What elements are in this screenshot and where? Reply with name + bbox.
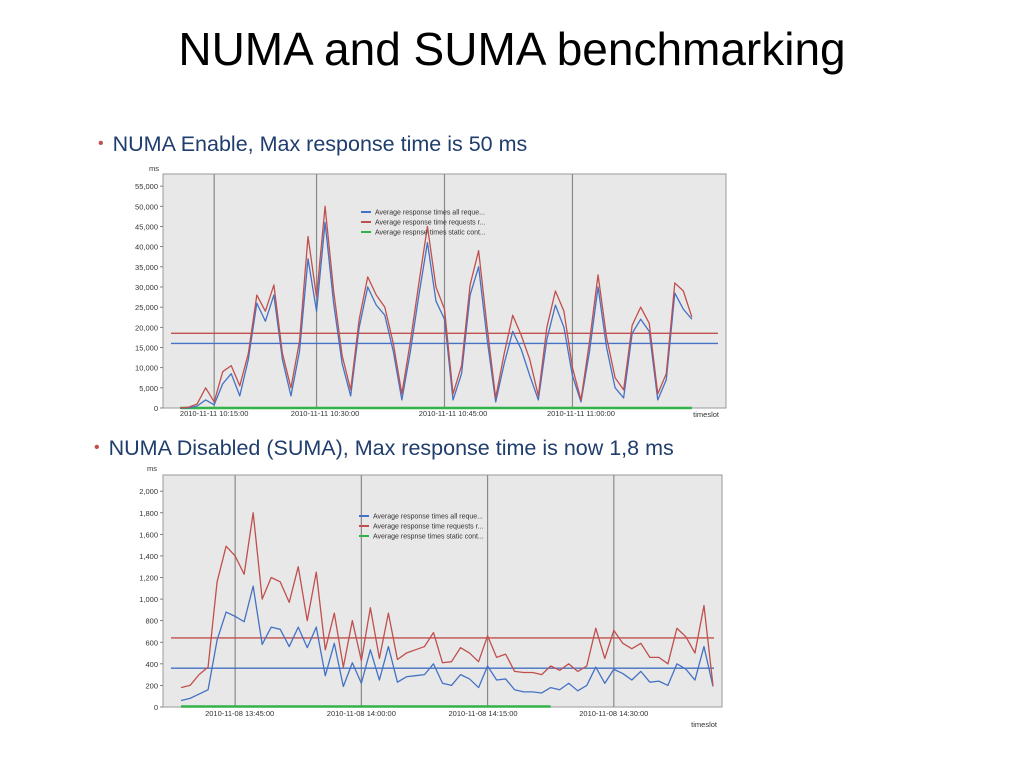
y-tick-label: 25,000 (135, 303, 158, 312)
y-tick-label: 200 (145, 681, 158, 690)
y-tick-label: 35,000 (135, 263, 158, 272)
legend-label: Average respnse times static cont... (375, 230, 486, 237)
x-tick-label: 2010-11-08 14:15:00 (449, 709, 518, 718)
series-line (180, 512, 714, 689)
bullet-numa-disabled: • NUMA Disabled (SUMA), Max response time… (94, 436, 674, 461)
series-line (179, 205, 693, 409)
legend-label: Average response time requests r... (373, 524, 483, 531)
x-tick-label: 2010-11-11 10:45:00 (419, 409, 488, 418)
x-tick-label: 2010-11-11 10:30:00 (291, 409, 360, 418)
y-tick-label: 45,000 (135, 222, 158, 231)
y-tick-label: 30,000 (135, 283, 158, 292)
y-tick-label: 800 (145, 617, 158, 626)
y-tick-label: 1,000 (139, 595, 158, 604)
y-tick-label: 5,000 (139, 384, 158, 393)
x-tick-label: 2010-11-08 13:45:00 (205, 709, 274, 718)
bullet-dot-icon: • (94, 439, 100, 456)
y-unit-label: ms (147, 464, 157, 473)
x-tick-label: 2010-11-08 14:30:00 (579, 709, 648, 718)
y-unit-label: ms (149, 164, 159, 173)
y-tick-label: 20,000 (135, 323, 158, 332)
y-tick-label: 50,000 (135, 202, 158, 211)
y-tick-label: 2,000 (139, 487, 158, 496)
y-tick-label: 400 (145, 660, 158, 669)
legend-label: Average response time requests r... (375, 220, 485, 227)
bullet-numa-enabled: • NUMA Enable, Max response time is 50 ms (98, 132, 527, 157)
y-tick-label: 55,000 (135, 182, 158, 191)
x-axis-label: timeslot (691, 720, 718, 729)
y-tick-label: 15,000 (135, 343, 158, 352)
y-tick-label: 1,600 (139, 530, 158, 539)
plot-area (162, 474, 723, 708)
y-tick-label: 0 (154, 404, 158, 413)
y-tick-label: 1,200 (139, 574, 158, 583)
y-tick-label: 10,000 (135, 364, 158, 373)
slide-title: NUMA and SUMA benchmarking (178, 23, 846, 75)
y-tick-label: 40,000 (135, 243, 158, 252)
numa-enabled-chart: ms 0 5,000 10,000 15,000 20,000 25,000 30,000 35… (121, 162, 731, 422)
x-tick-label: 2010-11-11 10:15:00 (180, 409, 249, 418)
y-tick-label: 1,400 (139, 552, 158, 561)
legend-label: Average response times all reque... (373, 514, 483, 521)
bullet-text: NUMA Disabled (SUMA), Max response time … (108, 436, 674, 460)
y-tick-label: 1,800 (139, 509, 158, 518)
x-tick-label: 2010-11-11 11:00:00 (547, 409, 615, 418)
legend-label: Average respnse times static cont... (373, 534, 484, 541)
series-line (180, 221, 693, 409)
y-tick-label: 0 (154, 703, 158, 712)
series-line (180, 585, 714, 702)
numa-disabled-chart: ms 0 200 400 600 800 1,000 1,200 1,400 1,600 1,800… (125, 463, 727, 733)
y-tick-label: 600 (145, 638, 158, 647)
x-tick-label: 2010-11-08 14:00:00 (327, 709, 396, 718)
x-axis-label: timeslot (693, 410, 720, 419)
legend-label: Average response times all reque... (375, 210, 485, 217)
bullet-dot-icon: • (98, 135, 104, 152)
bullet-text: NUMA Enable, Max response time is 50 ms (112, 132, 528, 156)
